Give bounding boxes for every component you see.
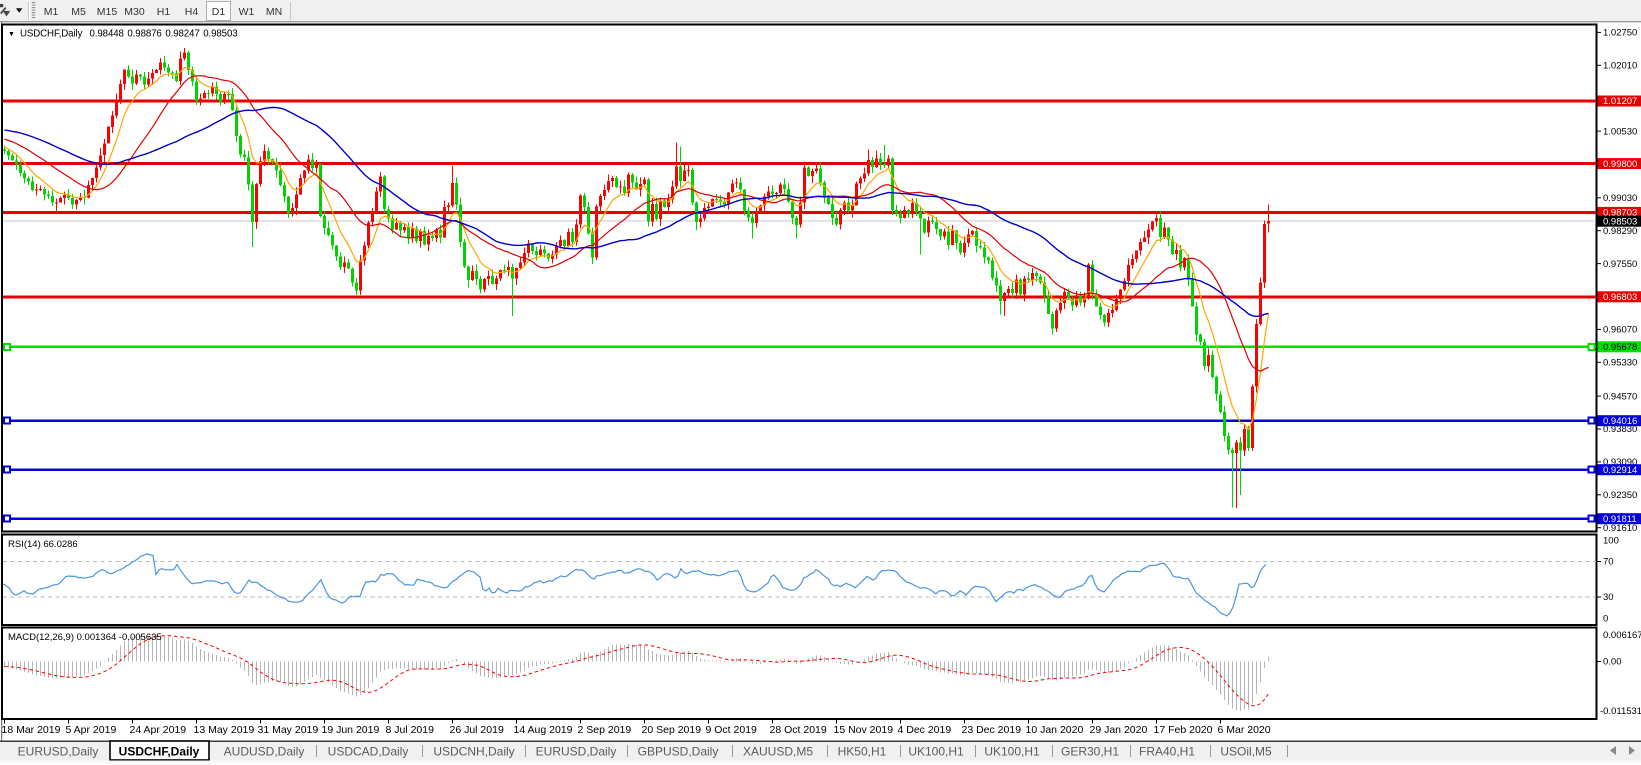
svg-text:RSI(14) 66.0286: RSI(14) 66.0286 — [8, 539, 78, 550]
svg-text:▼: ▼ — [8, 31, 15, 38]
svg-text:USDCNH,Daily: USDCNH,Daily — [433, 745, 514, 759]
svg-text:0.98290: 0.98290 — [1603, 226, 1637, 237]
svg-text:-0.011531: -0.011531 — [1600, 706, 1641, 717]
svg-text:0.98503: 0.98503 — [1603, 216, 1637, 227]
svg-text:USOil,M5: USOil,M5 — [1220, 745, 1272, 759]
svg-text:20 Sep 2019: 20 Sep 2019 — [642, 724, 702, 736]
svg-text:AUDUSD,Daily: AUDUSD,Daily — [224, 745, 305, 759]
svg-text:30: 30 — [1603, 592, 1614, 603]
svg-text:0.92914: 0.92914 — [1603, 465, 1637, 476]
svg-text:24 Apr 2019: 24 Apr 2019 — [130, 724, 187, 736]
svg-text:9 Oct 2019: 9 Oct 2019 — [706, 724, 758, 736]
svg-text:0.00: 0.00 — [1603, 657, 1622, 668]
svg-text:4 Dec 2019: 4 Dec 2019 — [898, 724, 952, 736]
svg-text:1.00530: 1.00530 — [1603, 126, 1637, 137]
svg-text:0.92350: 0.92350 — [1603, 490, 1637, 501]
svg-text:USDCHF,Daily 0.98448 0.98876: USDCHF,Daily 0.98448 0.98876 0.98247 0.9… — [20, 29, 238, 40]
svg-text:15 Nov 2019: 15 Nov 2019 — [834, 724, 894, 736]
svg-text:1.02010: 1.02010 — [1603, 61, 1637, 72]
svg-text:0: 0 — [1603, 614, 1608, 625]
svg-text:GBPUSD,Daily: GBPUSD,Daily — [638, 745, 719, 759]
svg-text:0.98703: 0.98703 — [1603, 208, 1637, 219]
svg-text:18 Mar 2019: 18 Mar 2019 — [2, 724, 61, 736]
svg-text:70: 70 — [1603, 557, 1614, 568]
svg-text:2 Sep 2019: 2 Sep 2019 — [578, 724, 632, 736]
svg-text:UK100,H1: UK100,H1 — [984, 745, 1040, 759]
svg-text:5 Apr 2019: 5 Apr 2019 — [66, 724, 117, 736]
svg-text:23 Dec 2019: 23 Dec 2019 — [962, 724, 1022, 736]
svg-text:EURUSD,Daily: EURUSD,Daily — [18, 745, 99, 759]
svg-text:26 Jul 2019: 26 Jul 2019 — [450, 724, 504, 736]
svg-text:0.91811: 0.91811 — [1603, 514, 1637, 525]
svg-text:0.91610: 0.91610 — [1603, 523, 1637, 534]
svg-text:M15: M15 — [97, 6, 118, 18]
svg-text:100: 100 — [1603, 536, 1619, 547]
svg-text:UK100,H1: UK100,H1 — [908, 745, 964, 759]
svg-text:0.96070: 0.96070 — [1603, 325, 1637, 336]
svg-text:M1: M1 — [44, 6, 59, 18]
svg-text:W1: W1 — [239, 6, 255, 18]
svg-text:0.95330: 0.95330 — [1603, 358, 1637, 369]
svg-text:6 Mar 2020: 6 Mar 2020 — [1218, 724, 1271, 736]
svg-text:10 Jan 2020: 10 Jan 2020 — [1026, 724, 1084, 736]
svg-text:0.99800: 0.99800 — [1603, 159, 1637, 170]
svg-text:M30: M30 — [124, 6, 145, 18]
svg-text:USDCAD,Daily: USDCAD,Daily — [328, 745, 409, 759]
svg-text:17 Feb 2020: 17 Feb 2020 — [1154, 724, 1213, 736]
svg-text:XAUUSD,M5: XAUUSD,M5 — [743, 745, 813, 759]
svg-text:H4: H4 — [185, 6, 199, 18]
svg-text:8 Jul 2019: 8 Jul 2019 — [386, 724, 435, 736]
svg-text:13 May 2019: 13 May 2019 — [194, 724, 255, 736]
svg-text:0.93830: 0.93830 — [1603, 424, 1637, 435]
svg-text:31 May 2019: 31 May 2019 — [258, 724, 319, 736]
svg-text:29 Jan 2020: 29 Jan 2020 — [1090, 724, 1148, 736]
svg-text:EURUSD,Daily: EURUSD,Daily — [536, 745, 617, 759]
svg-text:19 Jun 2019: 19 Jun 2019 — [322, 724, 380, 736]
svg-text:14 Aug 2019: 14 Aug 2019 — [514, 724, 573, 736]
svg-text:H1: H1 — [157, 6, 171, 18]
svg-text:0.94570: 0.94570 — [1603, 391, 1637, 402]
svg-text:HK50,H1: HK50,H1 — [838, 745, 887, 759]
svg-text:GER30,H1: GER30,H1 — [1061, 745, 1119, 759]
svg-text:D1: D1 — [212, 6, 226, 18]
svg-text:FRA40,H1: FRA40,H1 — [1139, 745, 1195, 759]
svg-text:1.01207: 1.01207 — [1603, 96, 1637, 107]
svg-text:0.006167: 0.006167 — [1603, 630, 1641, 641]
svg-text:MN: MN — [266, 6, 282, 18]
svg-text:0.93090: 0.93090 — [1603, 457, 1637, 468]
svg-text:M5: M5 — [71, 6, 86, 18]
svg-text:28 Oct 2019: 28 Oct 2019 — [770, 724, 827, 736]
svg-text:0.94016: 0.94016 — [1603, 416, 1637, 427]
svg-text:MACD(12,26,9) 0.001364 -0.0056: MACD(12,26,9) 0.001364 -0.005635 — [8, 632, 162, 643]
svg-text:0.96803: 0.96803 — [1603, 292, 1637, 303]
svg-text:0.97550: 0.97550 — [1603, 259, 1637, 270]
svg-text:1.02750: 1.02750 — [1603, 28, 1637, 39]
svg-text:0.99030: 0.99030 — [1603, 193, 1637, 204]
svg-text:USDCHF,Daily: USDCHF,Daily — [119, 745, 200, 759]
svg-text:0.95678: 0.95678 — [1603, 342, 1637, 353]
